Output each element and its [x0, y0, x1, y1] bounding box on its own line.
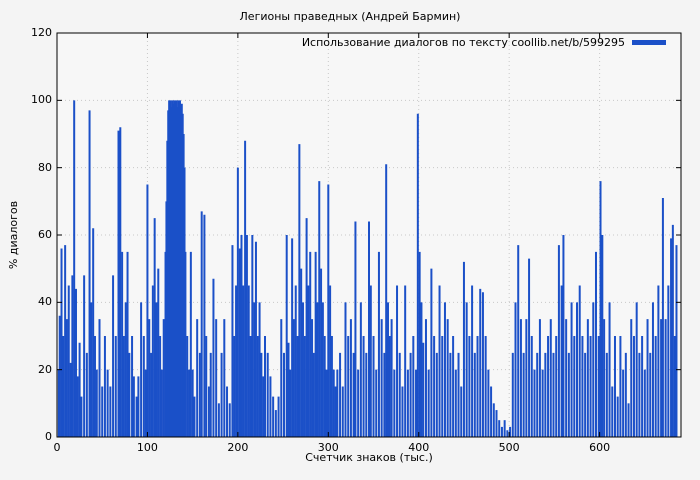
- y-tick-label: 0: [45, 430, 52, 443]
- x-tick-label: 200: [227, 441, 249, 454]
- y-tick-label: 20: [38, 362, 52, 376]
- chart-title: Легионы праведных (Андрей Бармин): [239, 10, 461, 23]
- x-tick-label: 500: [498, 441, 520, 454]
- y-tick-label: 60: [38, 228, 52, 241]
- legend-label: Использование диалогов по тексту coollib…: [301, 36, 625, 49]
- legend: Использование диалогов по тексту coollib…: [302, 36, 666, 49]
- legend-line-swatch: [632, 40, 666, 45]
- x-tick-label: 600: [589, 441, 611, 454]
- y-tick-label: 120: [31, 26, 52, 39]
- x-tick-label: 400: [408, 441, 430, 454]
- x-tick-label: 100: [136, 441, 158, 454]
- x-tick-label: 300: [317, 441, 339, 454]
- y-tick-label: 40: [38, 295, 52, 309]
- y-axis-label: % диалогов: [7, 200, 20, 270]
- y-tick-label: 100: [31, 93, 52, 107]
- x-tick-label: 0: [53, 441, 61, 454]
- y-tick-label: 80: [38, 160, 52, 174]
- plot-border: [56, 32, 682, 438]
- x-axis-label: Счетчик знаков (тыс.): [305, 451, 433, 464]
